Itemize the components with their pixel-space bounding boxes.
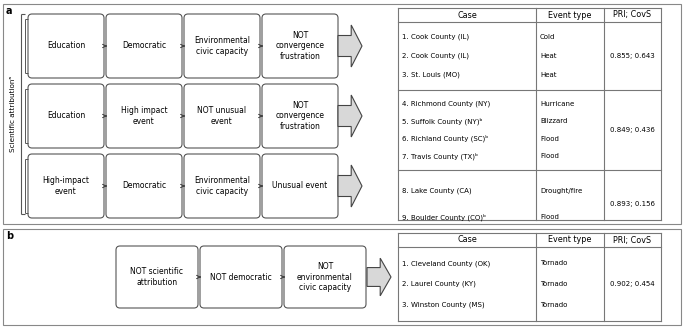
Bar: [3, 229, 681, 325]
Text: Drought/fire: Drought/fire: [540, 188, 582, 194]
Text: Blizzard: Blizzard: [540, 118, 567, 124]
Text: Environmental
civic capacity: Environmental civic capacity: [194, 36, 250, 56]
Text: Heat: Heat: [540, 53, 556, 59]
FancyBboxPatch shape: [28, 154, 104, 218]
FancyBboxPatch shape: [106, 84, 182, 148]
Text: Scientific attributionᵃ: Scientific attributionᵃ: [10, 76, 16, 152]
Polygon shape: [338, 25, 362, 67]
FancyBboxPatch shape: [184, 154, 260, 218]
Text: Democratic: Democratic: [122, 182, 166, 190]
Text: 4. Richmond County (NY): 4. Richmond County (NY): [402, 101, 490, 107]
FancyBboxPatch shape: [200, 246, 282, 308]
Text: Democratic: Democratic: [122, 41, 166, 50]
Text: 5. Suffolk County (NY)ᵇ: 5. Suffolk County (NY)ᵇ: [402, 117, 482, 125]
Text: Cold: Cold: [540, 34, 556, 40]
Text: 2. Cook County (IL): 2. Cook County (IL): [402, 53, 469, 59]
Text: PRI; CovS: PRI; CovS: [614, 11, 651, 19]
Text: High impact
event: High impact event: [121, 106, 167, 126]
FancyBboxPatch shape: [28, 84, 104, 148]
Text: Tornado: Tornado: [540, 302, 567, 308]
Text: NOT
environmental
civic capacity: NOT environmental civic capacity: [297, 262, 353, 292]
Text: 6. Richland County (SC)ᵇ: 6. Richland County (SC)ᵇ: [402, 135, 488, 142]
Text: 0.849; 0.436: 0.849; 0.436: [610, 127, 655, 133]
FancyBboxPatch shape: [106, 154, 182, 218]
FancyBboxPatch shape: [28, 14, 104, 78]
Text: Case: Case: [457, 11, 477, 19]
Text: NOT democratic: NOT democratic: [210, 272, 272, 282]
Text: NOT
convergence
frustration: NOT convergence frustration: [275, 31, 325, 61]
Text: Hurricane: Hurricane: [540, 101, 574, 107]
FancyBboxPatch shape: [262, 84, 338, 148]
Text: a: a: [6, 6, 12, 16]
Text: NOT
convergence
frustration: NOT convergence frustration: [275, 101, 325, 131]
FancyBboxPatch shape: [284, 246, 366, 308]
Polygon shape: [338, 165, 362, 207]
FancyBboxPatch shape: [184, 84, 260, 148]
Text: 0.855; 0.643: 0.855; 0.643: [610, 53, 655, 59]
Text: Environmental
civic capacity: Environmental civic capacity: [194, 176, 250, 196]
Bar: [3, 4, 681, 224]
Text: Unusual event: Unusual event: [273, 182, 327, 190]
Text: 3. St. Louis (MO): 3. St. Louis (MO): [402, 72, 460, 78]
Text: 0.902; 0.454: 0.902; 0.454: [610, 281, 655, 287]
Text: 3. Winston County (MS): 3. Winston County (MS): [402, 301, 484, 308]
FancyBboxPatch shape: [262, 154, 338, 218]
Text: Tornado: Tornado: [540, 281, 567, 287]
FancyBboxPatch shape: [116, 246, 198, 308]
Text: Heat: Heat: [540, 72, 556, 78]
FancyBboxPatch shape: [262, 14, 338, 78]
Text: Tornado: Tornado: [540, 261, 567, 266]
Text: 2. Laurel County (KY): 2. Laurel County (KY): [402, 281, 476, 287]
Text: Event type: Event type: [548, 11, 592, 19]
Text: Education: Education: [47, 112, 85, 120]
Text: Flood: Flood: [540, 136, 559, 142]
Text: Case: Case: [457, 236, 477, 244]
Text: 1. Cook County (IL): 1. Cook County (IL): [402, 34, 469, 40]
Polygon shape: [367, 258, 391, 296]
FancyBboxPatch shape: [106, 14, 182, 78]
FancyBboxPatch shape: [184, 14, 260, 78]
Text: NOT unusual
event: NOT unusual event: [197, 106, 247, 126]
Text: High-impact
event: High-impact event: [42, 176, 90, 196]
Text: 8. Lake County (CA): 8. Lake County (CA): [402, 188, 472, 194]
Text: b: b: [6, 231, 13, 241]
Text: 0.893; 0.156: 0.893; 0.156: [610, 201, 655, 207]
Text: Flood: Flood: [540, 153, 559, 159]
Text: 9. Boulder County (CO)ᵇ: 9. Boulder County (CO)ᵇ: [402, 213, 486, 221]
Polygon shape: [338, 95, 362, 137]
Text: Education: Education: [47, 41, 85, 50]
Text: PRI; CovS: PRI; CovS: [614, 236, 651, 244]
Text: 1. Cleveland County (OK): 1. Cleveland County (OK): [402, 260, 490, 267]
Text: NOT scientific
attribution: NOT scientific attribution: [131, 267, 184, 287]
Text: 7. Travis County (TX)ᵇ: 7. Travis County (TX)ᵇ: [402, 152, 478, 160]
Text: Flood: Flood: [540, 214, 559, 220]
Text: Event type: Event type: [548, 236, 592, 244]
